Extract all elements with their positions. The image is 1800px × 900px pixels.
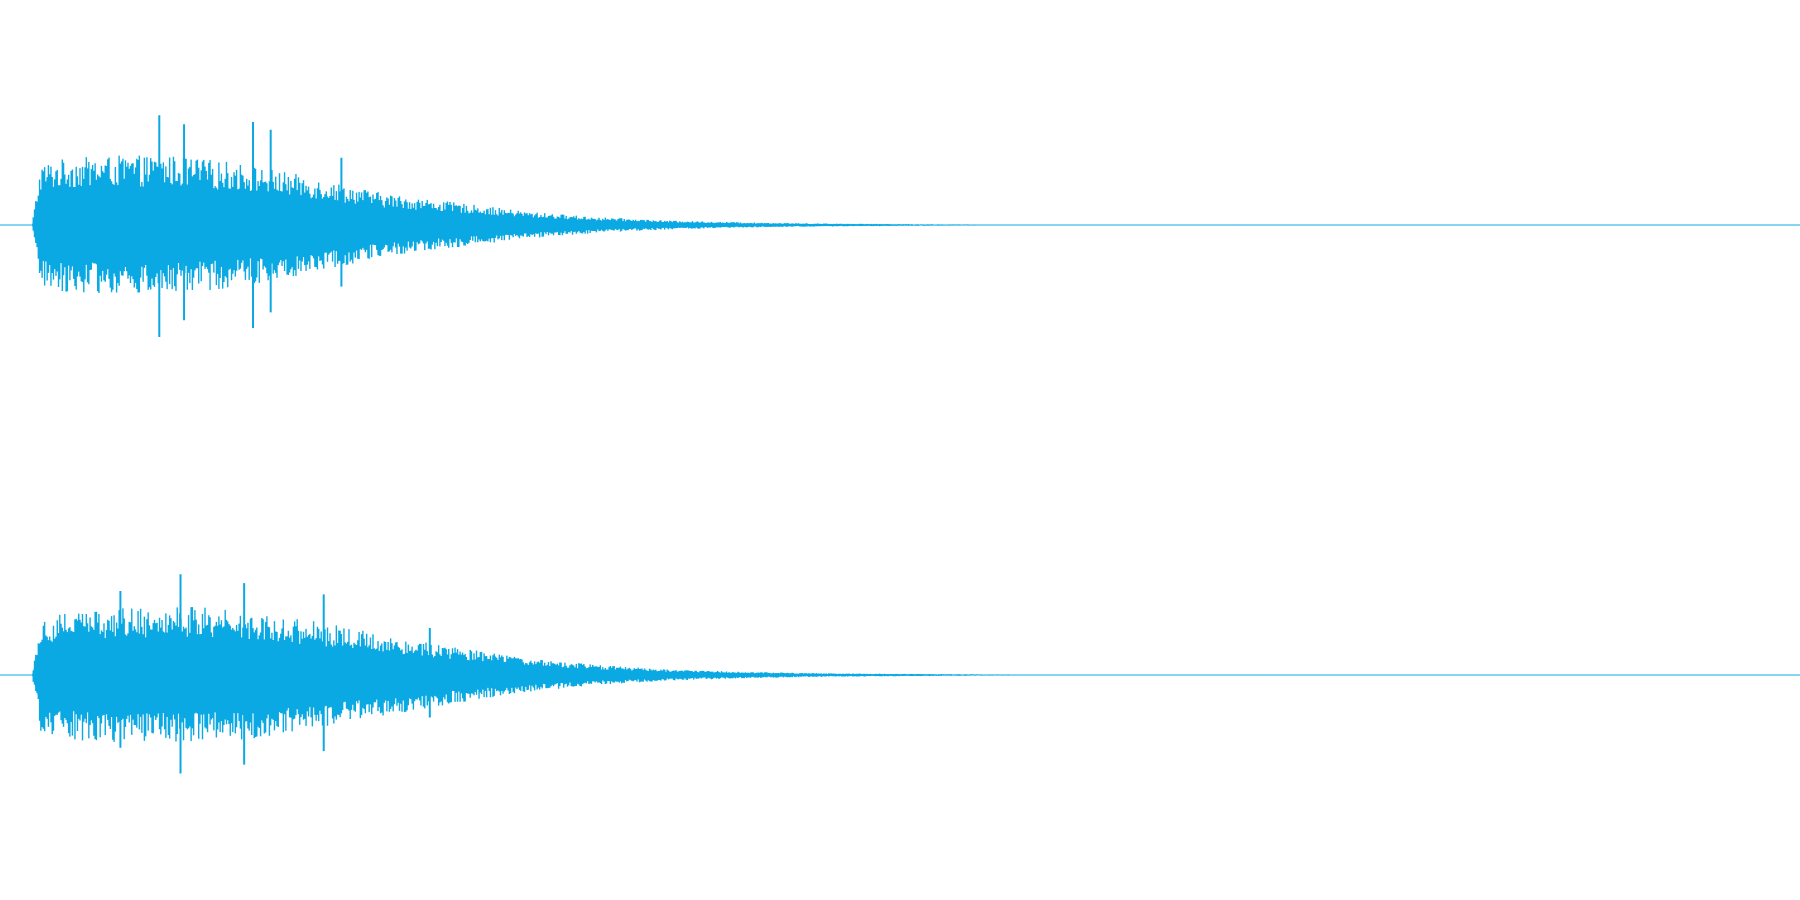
waveform-channel-bottom: [0, 574, 1800, 774]
waveform-core-bottom: [32, 636, 1800, 714]
waveform-channel-top: [0, 115, 1800, 337]
waveform-core-top: [32, 186, 1800, 264]
